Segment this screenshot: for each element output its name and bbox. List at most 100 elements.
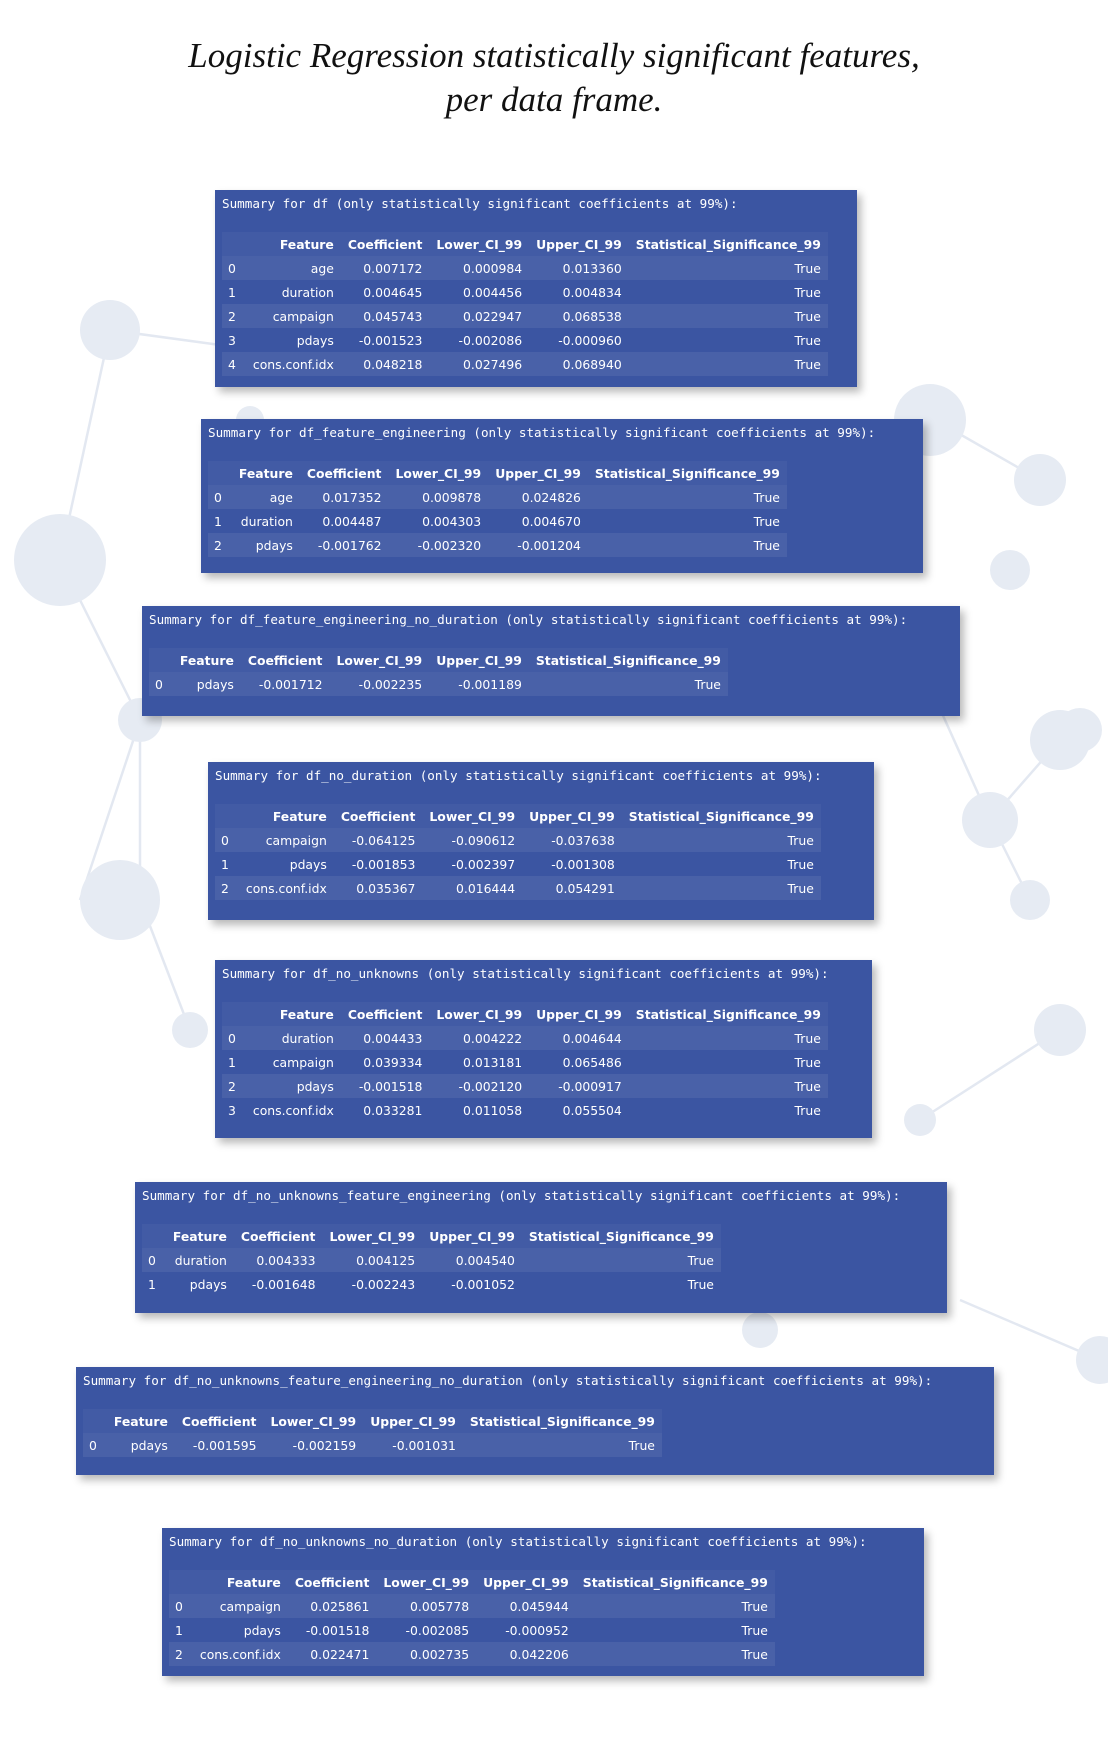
table-row: 0 duration 0.004433 0.004222 0.004644 True <box>222 1026 828 1050</box>
table-row: 0 age 0.017352 0.009878 0.024826 True <box>208 485 787 509</box>
column-header-idx <box>149 648 173 672</box>
table-header-row: Feature Coefficient Lower_CI_99 Upper_CI_99… <box>169 1570 775 1594</box>
cell-significance: True <box>753 489 780 505</box>
summary-panel: Summary for df_no_unknowns_no_duration (… <box>162 1528 924 1676</box>
column-header-coefficient: Coefficient <box>181 1413 257 1429</box>
column-header-lower-ci: Lower_CI_99 <box>395 465 482 481</box>
cell-coefficient: 0.017352 <box>322 489 382 505</box>
results-table: Feature Coefficient Lower_CI_99 Upper_CI_99… <box>83 1409 662 1457</box>
cell-upper-ci: 0.004834 <box>562 284 622 300</box>
cell-feature: duration <box>281 284 334 300</box>
cell-feature: campaign <box>219 1598 281 1614</box>
column-header-feature: Feature <box>279 236 334 252</box>
summary-text: Summary for df_no_unknowns_no_duration (… <box>169 1534 867 1549</box>
column-header-upper-ci: Upper_CI_99 <box>429 1228 515 1244</box>
column-header-feature: Feature <box>172 1228 227 1244</box>
table-row: 1 pdays -0.001853 -0.002397 -0.001308 True <box>215 852 821 876</box>
cell-lower-ci: -0.002159 <box>292 1437 357 1453</box>
results-table: Feature Coefficient Lower_CI_99 Upper_CI_99… <box>149 648 728 696</box>
table-row: 2 pdays -0.001518 -0.002120 -0.000917 True <box>222 1074 828 1098</box>
cell-idx: 0 <box>214 489 222 505</box>
column-header-significance: Statistical_Significance_99 <box>582 1574 768 1590</box>
column-header-idx <box>222 1002 246 1026</box>
cell-feature: pdays <box>130 1437 168 1453</box>
table-row: 1 campaign 0.039334 0.013181 0.065486 True <box>222 1050 828 1074</box>
table-header-row: Feature Coefficient Lower_CI_99 Upper_CI_99… <box>208 461 787 485</box>
cell-upper-ci: 0.068538 <box>562 308 622 324</box>
column-header-feature: Feature <box>179 652 234 668</box>
cell-feature: duration <box>240 513 293 529</box>
results-table: Feature Coefficient Lower_CI_99 Upper_CI_99… <box>222 232 828 376</box>
cell-feature: cons.conf.idx <box>245 880 327 896</box>
cell-idx: 1 <box>228 284 236 300</box>
cell-upper-ci: -0.001189 <box>458 676 522 692</box>
summary-text: Summary for df (only statistically signi… <box>222 196 738 211</box>
table-row: 4 cons.conf.idx 0.048218 0.027496 0.068940 Tr… <box>222 352 828 376</box>
cell-coefficient: 0.035367 <box>356 880 416 896</box>
column-header-significance: Statistical_Significance_99 <box>528 1228 714 1244</box>
cell-coefficient: -0.001648 <box>251 1276 316 1292</box>
column-header-coefficient: Coefficient <box>347 236 423 252</box>
summary-text: Summary for df_feature_engineering (only… <box>208 425 876 440</box>
cell-feature: age <box>269 489 293 505</box>
cell-idx: 1 <box>148 1276 156 1292</box>
column-header-coefficient: Coefficient <box>306 465 382 481</box>
column-header-upper-ci: Upper_CI_99 <box>436 652 522 668</box>
cell-significance: True <box>694 676 721 692</box>
summary-panel: Summary for df_feature_engineering (only… <box>201 419 923 573</box>
cell-feature: pdays <box>296 1078 334 1094</box>
column-header-lower-ci: Lower_CI_99 <box>436 1006 523 1022</box>
column-header-feature: Feature <box>279 1006 334 1022</box>
cell-lower-ci: 0.004303 <box>422 513 482 529</box>
cell-coefficient: -0.001762 <box>317 537 382 553</box>
summary-text: Summary for df_no_unknowns_feature_engin… <box>142 1188 901 1203</box>
cell-significance: True <box>794 1054 821 1070</box>
cell-idx: 0 <box>89 1437 97 1453</box>
cell-upper-ci: 0.004644 <box>562 1030 622 1046</box>
column-header-coefficient: Coefficient <box>294 1574 370 1590</box>
column-header-lower-ci: Lower_CI_99 <box>429 808 516 824</box>
cell-lower-ci: 0.011058 <box>463 1102 523 1118</box>
page-title: Logistic Regression statistically signif… <box>0 34 1108 122</box>
summary-panel: Summary for df_no_unknowns_feature_engin… <box>135 1182 947 1313</box>
cell-significance: True <box>753 513 780 529</box>
cell-idx: 4 <box>228 356 236 372</box>
cell-significance: True <box>787 856 814 872</box>
cell-significance: True <box>753 537 780 553</box>
column-header-upper-ci: Upper_CI_99 <box>536 1006 622 1022</box>
column-header-significance: Statistical_Significance_99 <box>535 652 721 668</box>
cell-idx: 1 <box>221 856 229 872</box>
summary-text: Summary for df_no_unknowns_feature_engin… <box>83 1373 933 1388</box>
results-table: Feature Coefficient Lower_CI_99 Upper_CI_99… <box>215 804 821 900</box>
table-row: 1 duration 0.004645 0.004456 0.004834 True <box>222 280 828 304</box>
cell-lower-ci: 0.016444 <box>456 880 516 896</box>
cell-lower-ci: -0.002120 <box>458 1078 523 1094</box>
cell-feature: pdays <box>255 537 293 553</box>
cell-coefficient: 0.025861 <box>310 1598 370 1614</box>
cell-upper-ci: 0.068940 <box>562 356 622 372</box>
column-header-significance: Statistical_Significance_99 <box>594 465 780 481</box>
cell-lower-ci: -0.002243 <box>351 1276 416 1292</box>
cell-feature: age <box>310 260 334 276</box>
cell-feature: pdays <box>289 856 327 872</box>
cell-significance: True <box>787 880 814 896</box>
results-table: Feature Coefficient Lower_CI_99 Upper_CI_99… <box>222 1002 828 1122</box>
summary-panel: Summary for df_no_unknowns_feature_engin… <box>76 1367 994 1475</box>
cell-lower-ci: 0.004125 <box>356 1252 416 1268</box>
column-header-significance: Statistical_Significance_99 <box>469 1413 655 1429</box>
column-header-upper-ci: Upper_CI_99 <box>483 1574 569 1590</box>
column-header-lower-ci: Lower_CI_99 <box>383 1574 470 1590</box>
column-header-lower-ci: Lower_CI_99 <box>436 236 523 252</box>
cell-coefficient: -0.001518 <box>305 1622 370 1638</box>
table-row: 1 pdays -0.001648 -0.002243 -0.001052 True <box>142 1272 721 1296</box>
cell-coefficient: -0.001853 <box>351 856 416 872</box>
cell-coefficient: 0.033281 <box>363 1102 423 1118</box>
column-header-upper-ci: Upper_CI_99 <box>529 808 615 824</box>
column-header-idx <box>215 804 239 828</box>
summary-text: Summary for df_feature_engineering_no_du… <box>149 612 908 627</box>
table-row: 2 cons.conf.idx 0.022471 0.002735 0.042206 Tr… <box>169 1642 775 1666</box>
table-row: 2 pdays -0.001762 -0.002320 -0.001204 True <box>208 533 787 557</box>
cell-lower-ci: 0.002735 <box>410 1646 470 1662</box>
cell-lower-ci: 0.005778 <box>410 1598 470 1614</box>
cell-idx: 1 <box>214 513 222 529</box>
